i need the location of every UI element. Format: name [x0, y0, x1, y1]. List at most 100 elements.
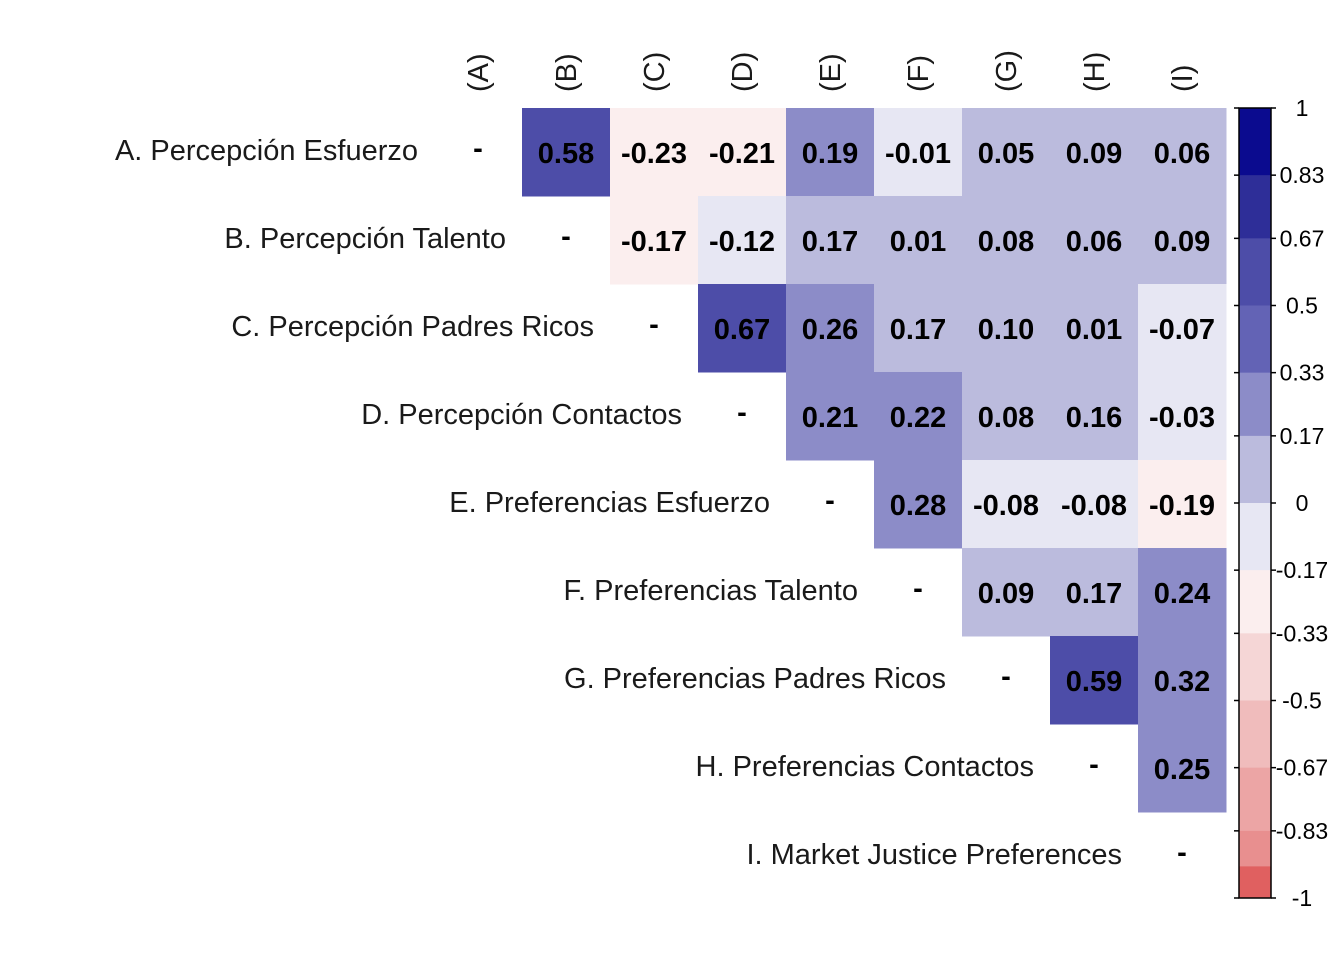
heatmap-cell [962, 108, 1051, 197]
colorbar-tick-label: -1 [1292, 885, 1312, 911]
heatmap-cell [962, 284, 1051, 373]
colorbar-band [1239, 767, 1271, 832]
column-label: (C) [639, 52, 671, 92]
diagonal-label: - [1001, 661, 1011, 693]
row-label: D. Percepción Contactos [361, 399, 682, 431]
cell-value-label: 0.01 [890, 226, 946, 258]
heatmap-cell [786, 284, 875, 373]
heatmap-cell [874, 284, 963, 373]
heatmap-cell [522, 108, 611, 197]
heatmap-cell [1138, 372, 1227, 461]
heatmap-cell [1138, 636, 1227, 725]
colorbar-band [1239, 503, 1271, 571]
heatmap-cell [698, 284, 787, 373]
colorbar: 1 0.83 0.67 0.5 0.33 0.17 0 -0.17 -0.33 -0.5 -0.67… [1234, 95, 1328, 911]
heatmap-cell [1138, 196, 1227, 285]
colorbar-tick-label: 0.17 [1280, 423, 1325, 449]
colorbar-tick-label: -0.33 [1276, 620, 1328, 646]
heatmap-cells [522, 108, 1227, 813]
heatmap-cell [962, 372, 1051, 461]
cell-value-label: -0.17 [621, 226, 687, 258]
cell-value-label: 0.08 [978, 402, 1034, 434]
cell-value-label: -0.01 [885, 138, 951, 170]
cell-value-label: 0.17 [802, 226, 858, 258]
row-label: C. Percepción Padres Ricos [231, 311, 594, 343]
colorbar-tick-label: 0 [1296, 490, 1309, 516]
row-labels: A. Percepción Esfuerzo B. Percepción Tale… [115, 135, 1122, 871]
cell-value-label: 0.01 [1066, 314, 1122, 346]
cell-value-label: 0.19 [802, 138, 858, 170]
cell-value-label: 0.21 [802, 402, 858, 434]
heatmap-cell [962, 548, 1051, 637]
heatmap-cell [1138, 548, 1227, 637]
diagonal-label: - [825, 485, 835, 517]
colorbar-band [1239, 633, 1271, 701]
cell-value-label: 0.25 [1154, 754, 1210, 786]
heatmap-cell [1138, 284, 1227, 373]
heatmap-cell [1138, 724, 1227, 813]
cell-value-label: 0.08 [978, 226, 1034, 258]
cell-value-label: 0.67 [714, 314, 770, 346]
colorbar-band [1239, 700, 1271, 769]
colorbar-tick-label: 0.83 [1280, 162, 1325, 188]
heatmap-cell [786, 372, 875, 461]
cell-value-label: 0.06 [1154, 138, 1210, 170]
diagonal-label: - [561, 221, 571, 253]
colorbar-band [1239, 305, 1271, 374]
cell-value-label: -0.08 [1061, 490, 1127, 522]
cell-value-label: -0.07 [1149, 314, 1215, 346]
heatmap-cell [610, 196, 699, 285]
row-label: F. Preferencias Talento [564, 575, 858, 607]
diagonal-label: - [737, 397, 747, 429]
heatmap-cell [1050, 372, 1139, 461]
colorbar-band [1239, 238, 1271, 306]
colorbar-tick-label: -0.83 [1276, 818, 1328, 844]
column-label: (B) [551, 53, 583, 92]
cell-value-label: -0.08 [973, 490, 1039, 522]
diagonal-label: - [913, 573, 923, 605]
heatmap-cell [1138, 460, 1227, 549]
colorbar-band [1239, 372, 1271, 437]
cell-value-label: 0.32 [1154, 666, 1210, 698]
cell-value-label: 0.22 [890, 402, 946, 434]
heatmap-cell [1050, 284, 1139, 373]
column-label: (I) [1167, 65, 1199, 92]
heatmap-cell [1050, 196, 1139, 285]
cell-value-label: 0.05 [978, 138, 1034, 170]
colorbar-tick-label: 0.67 [1280, 225, 1325, 251]
heatmap-cell-labels: -0.58 -0.23 -0.21 0.19 -0.01 0.05 0.09 0.06- -0.… [473, 133, 1215, 869]
colorbar-tick-label: -0.5 [1282, 688, 1322, 714]
heatmap-cell [1050, 108, 1139, 197]
heatmap-cell [874, 196, 963, 285]
colorbar-tick-label: 0.33 [1280, 360, 1325, 386]
column-label: (G) [991, 50, 1023, 92]
column-label: (F) [903, 55, 935, 92]
heatmap-cell [610, 108, 699, 197]
column-label: (A) [463, 53, 495, 92]
heatmap-cell [698, 108, 787, 197]
cell-value-label: 0.24 [1154, 578, 1210, 610]
heatmap-cell [1050, 548, 1139, 637]
cell-value-label: 0.17 [890, 314, 946, 346]
heatmap-cell [786, 196, 875, 285]
diagonal-label: - [1177, 837, 1187, 869]
diagonal-label: - [473, 133, 483, 165]
column-label: (D) [727, 52, 759, 92]
colorbar-band [1239, 570, 1271, 634]
cell-value-label: -0.23 [621, 138, 687, 170]
cell-value-label: 0.16 [1066, 402, 1122, 434]
heatmap-cell [874, 372, 963, 461]
colorbar-band [1239, 108, 1271, 176]
colorbar-tick-label: -0.17 [1276, 557, 1328, 583]
cell-value-label: 0.58 [538, 138, 594, 170]
row-label: B. Percepción Talento [224, 223, 506, 255]
heatmap-cell [962, 196, 1051, 285]
heatmap-cell [874, 460, 963, 549]
cell-value-label: 0.26 [802, 314, 858, 346]
cell-value-label: 0.28 [890, 490, 946, 522]
column-label: (H) [1079, 52, 1111, 92]
heatmap-cell [874, 108, 963, 197]
diagonal-label: - [1089, 749, 1099, 781]
colorbar-band [1239, 866, 1271, 899]
